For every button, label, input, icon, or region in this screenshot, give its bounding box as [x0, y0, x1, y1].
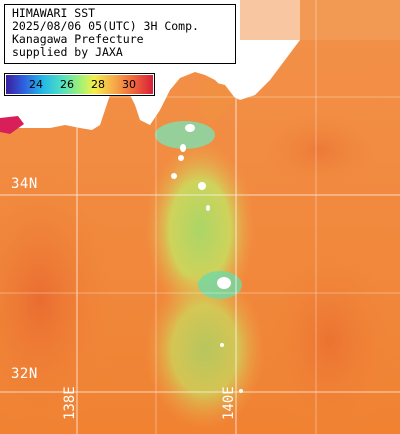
island-3: [178, 155, 184, 161]
colorbar-tick-24: 24: [29, 78, 43, 91]
island-8: [220, 343, 224, 347]
cool-water-near-shore: [155, 121, 215, 149]
lon-label-138e: 138E: [62, 386, 78, 420]
lat-label-34n: 34N: [11, 176, 38, 192]
title-box: HIMAWARI SST 2025/08/06 05(UTC) 3H Comp. K…: [4, 4, 236, 64]
warm-water-region-north: [260, 110, 380, 190]
noisy-strip-north: [240, 0, 400, 40]
island-6: [206, 205, 210, 211]
warm-water-region-east: [260, 240, 400, 434]
island-4: [171, 173, 177, 179]
island-7: [217, 277, 231, 289]
island-5: [198, 182, 206, 190]
lon-label-140e: 140E: [221, 386, 237, 420]
lat-label-32n: 32N: [11, 366, 38, 382]
colorbar-tick-30: 30: [122, 78, 136, 91]
island-2: [180, 144, 186, 152]
title-line-4: supplied by JAXA: [12, 46, 235, 59]
sst-colorbar: 24 26 28 30: [4, 73, 155, 96]
colorbar-tick-28: 28: [91, 78, 105, 91]
colorbar-tick-26: 26: [60, 78, 74, 91]
island-1: [185, 124, 195, 132]
